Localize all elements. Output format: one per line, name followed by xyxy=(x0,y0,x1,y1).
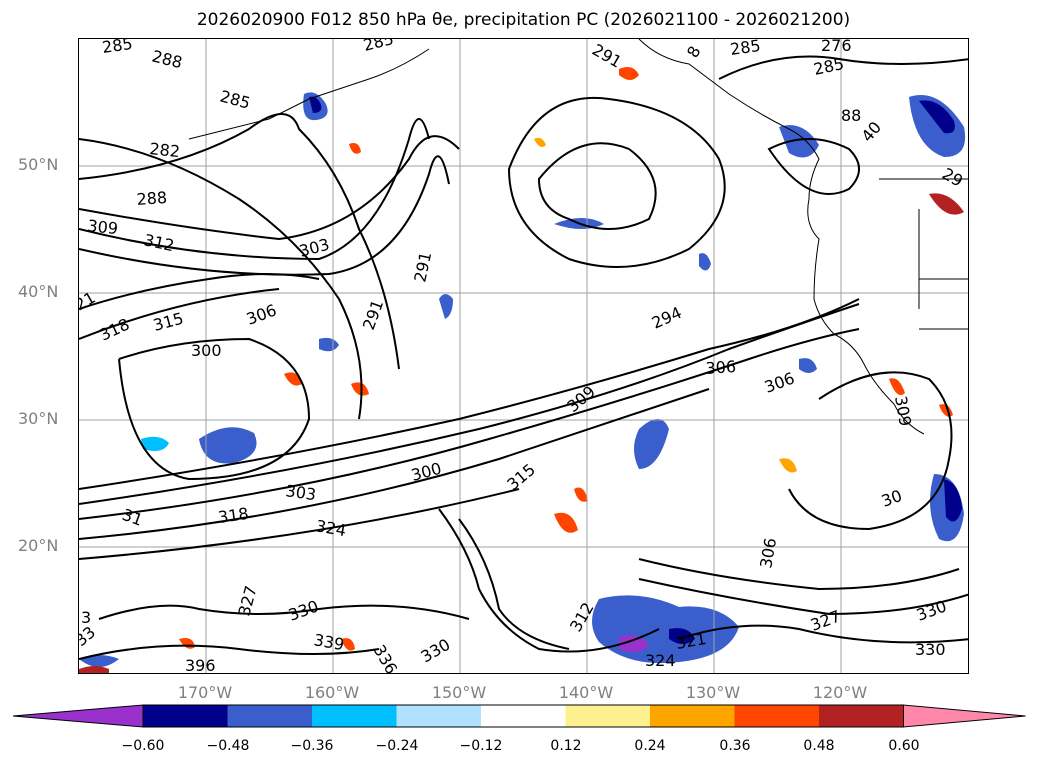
colorbar-tick-label: −0.60 xyxy=(121,738,165,754)
contour-label: 330 xyxy=(418,635,454,667)
latitude-label: 50°N xyxy=(18,155,59,174)
colorbar-bin xyxy=(143,705,228,727)
contour-label: 29 xyxy=(939,164,966,191)
colorbar-tick-label: 0.24 xyxy=(634,738,666,754)
contour-label: 306 xyxy=(705,357,737,378)
contour-label: 309 xyxy=(87,216,119,238)
colorbar-segments xyxy=(12,704,1026,728)
colorbar-outline xyxy=(142,704,904,728)
contour-label: 33 xyxy=(79,622,99,650)
colorbar-bin xyxy=(312,705,397,727)
contour-label: 288 xyxy=(150,46,184,72)
colorbar-bin xyxy=(650,705,735,727)
contour-label: 3 xyxy=(81,608,91,627)
contour-label: 306 xyxy=(756,536,780,569)
contour-label: 324 xyxy=(314,516,347,540)
contour-label: 327 xyxy=(235,584,261,618)
contour-label: 339 xyxy=(312,630,345,654)
contour-labels: 285 288 285 291 8 285 276 285 285 282 28… xyxy=(79,39,966,675)
contour-label: 8 xyxy=(683,43,705,61)
colorbar-tick-label: 0.36 xyxy=(719,738,751,754)
coastlines xyxy=(188,39,968,435)
contour-label: 318 xyxy=(217,504,250,527)
colorbar-bin xyxy=(227,705,312,727)
contour-label: 330 xyxy=(914,596,949,624)
chart-title: 2026020900 F012 850 hPa θe, precipitatio… xyxy=(196,10,851,30)
contour-label: 315 xyxy=(503,460,539,494)
contour-label: 285 xyxy=(361,39,395,55)
contour-label: 88 xyxy=(841,106,861,125)
colorbar-tick-label: 0.48 xyxy=(803,738,835,754)
longitude-label: 150°W xyxy=(431,683,487,702)
contour-label: 291 xyxy=(410,250,435,284)
latitude-label: 40°N xyxy=(18,282,59,301)
colorbar-bin xyxy=(565,705,650,727)
colorbar-tick-label: −0.12 xyxy=(459,738,503,754)
contour-label: 291 xyxy=(359,297,387,332)
contour-label: 40 xyxy=(858,118,886,146)
colorbar-bin xyxy=(396,705,481,727)
colorbar-bin xyxy=(819,705,904,727)
latitude-label: 30°N xyxy=(18,409,59,428)
contour-label: 306 xyxy=(244,300,279,328)
contour-label: 309 xyxy=(891,394,915,427)
colorbar-tick-label: −0.24 xyxy=(375,738,419,754)
contour-label: 31 xyxy=(120,505,146,530)
lat-lon-grid xyxy=(79,39,968,673)
colorbar-bin xyxy=(903,704,1026,728)
contour-label: 324 xyxy=(645,651,676,670)
colorbar-tick-label: 0.60 xyxy=(888,738,920,754)
map-canvas: 285 288 285 291 8 285 276 285 285 282 28… xyxy=(79,39,968,675)
contour-label: 306 xyxy=(762,368,797,396)
contour-label: 396 xyxy=(185,656,216,674)
contour-label: 330 xyxy=(286,596,321,624)
contour-label: 21 xyxy=(79,288,99,315)
contour-label: 312 xyxy=(142,230,176,255)
contour-label: 318 xyxy=(97,314,133,344)
contour-label: 330 xyxy=(915,640,946,659)
contour-label: 300 xyxy=(191,341,222,360)
longitude-label: 120°W xyxy=(812,683,868,702)
contour-label: 285 xyxy=(218,87,252,113)
longitude-label: 170°W xyxy=(177,683,233,702)
contour-label: 309 xyxy=(563,382,599,416)
contour-label: 276 xyxy=(821,39,852,55)
colorbar-bin xyxy=(481,705,566,727)
colorbar-tick-label: 0.12 xyxy=(550,738,582,754)
precipitation-shading xyxy=(79,67,966,673)
colorbar-tick-label: −0.36 xyxy=(290,738,334,754)
contour-label: 294 xyxy=(649,303,685,333)
contour-label: 303 xyxy=(284,481,317,504)
contour-label: 30 xyxy=(879,486,905,511)
colorbar-tick-label: −0.48 xyxy=(206,738,250,754)
map-frame[interactable]: 285 288 285 291 8 285 276 285 285 282 28… xyxy=(78,38,969,674)
theta-e-contours xyxy=(79,55,968,660)
contour-label: 285 xyxy=(101,39,134,57)
contour-label: 291 xyxy=(589,40,625,72)
latitude-label: 20°N xyxy=(18,536,59,555)
contour-label: 288 xyxy=(136,188,168,209)
colorbar-bin xyxy=(12,704,144,728)
longitude-label: 130°W xyxy=(685,683,741,702)
longitude-label: 140°W xyxy=(558,683,614,702)
contour-label: 285 xyxy=(729,39,762,59)
colorbar-bin xyxy=(734,705,819,727)
colorbar xyxy=(12,704,1026,728)
contour-label: 336 xyxy=(370,642,402,675)
contour-label: 282 xyxy=(149,139,181,161)
contour-label: 300 xyxy=(409,459,443,485)
longitude-label: 160°W xyxy=(304,683,360,702)
